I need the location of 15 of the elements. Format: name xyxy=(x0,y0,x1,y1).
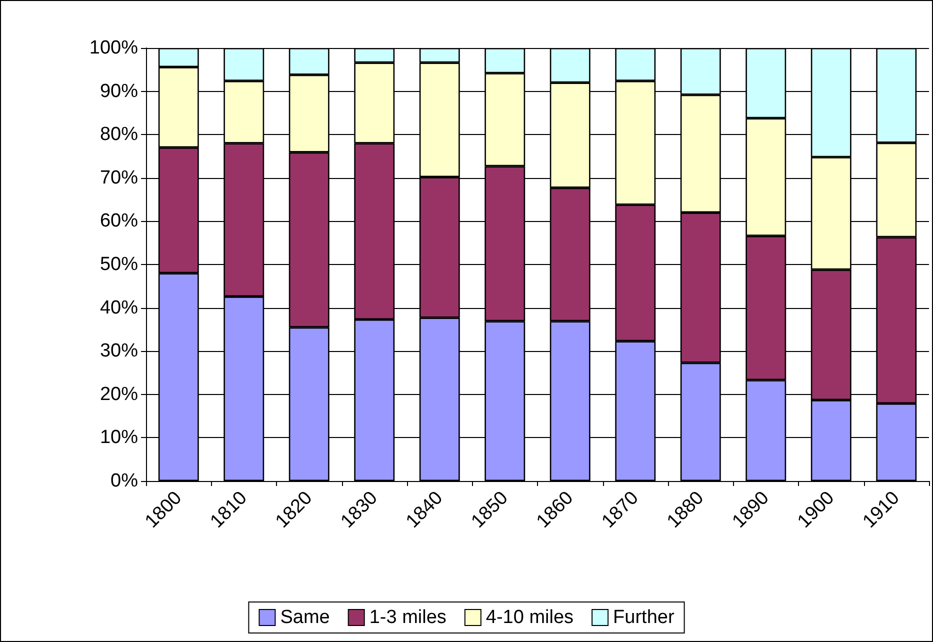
y-tick-label: 30% xyxy=(100,340,138,362)
y-tick-label: 70% xyxy=(100,167,138,188)
legend-label: Further xyxy=(613,607,675,628)
y-tick-label: 20% xyxy=(100,384,138,405)
legend-label: 1-3 miles xyxy=(369,607,446,628)
y-tick-label: 100% xyxy=(89,38,138,58)
y-tick-label: 80% xyxy=(100,124,138,146)
y-tick-label: 40% xyxy=(100,297,138,318)
legend-label: Same xyxy=(280,607,330,628)
y-tick-label: 10% xyxy=(100,427,138,448)
y-tick-label: 60% xyxy=(100,210,138,232)
legend-label: 4-10 miles xyxy=(486,607,574,628)
y-tick-label: 50% xyxy=(100,254,138,275)
y-tick-label: 0% xyxy=(110,470,138,492)
y-tick-label: 90% xyxy=(100,80,138,102)
